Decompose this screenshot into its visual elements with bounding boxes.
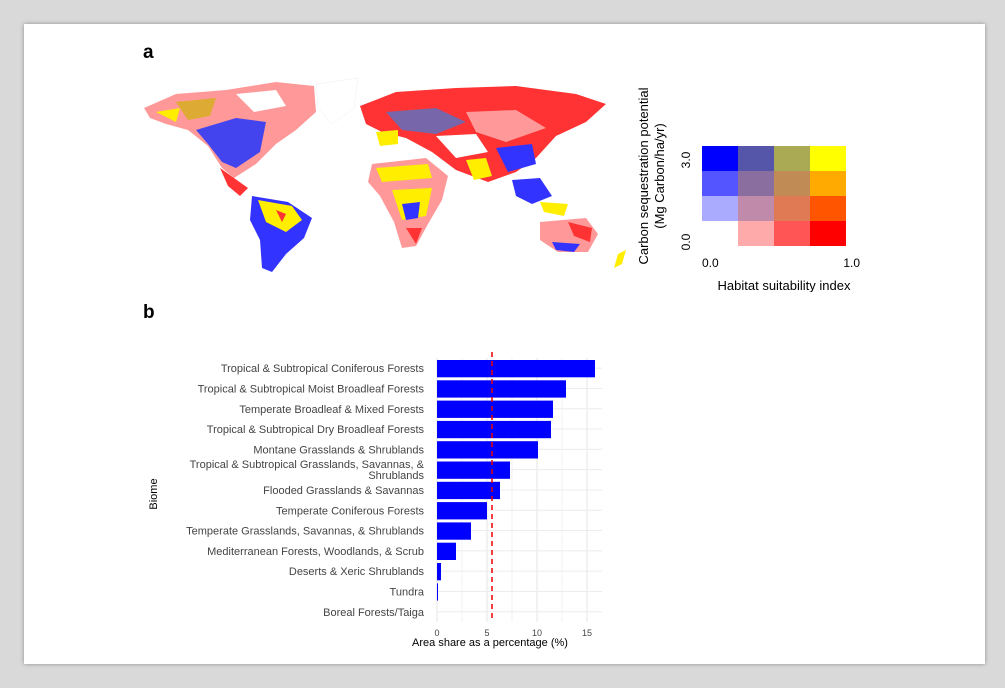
x-tick-labels: 0 5 10 15 bbox=[434, 628, 592, 638]
world-map bbox=[144, 77, 626, 272]
category-label: Temperate Grasslands, Savannas, & Shrubl… bbox=[186, 526, 424, 538]
legend-cell bbox=[738, 171, 774, 196]
legend-x-max: 1.0 bbox=[843, 256, 860, 270]
bars-layer bbox=[437, 360, 595, 601]
legend-cell bbox=[810, 196, 846, 221]
bar bbox=[437, 420, 551, 439]
category-label: Flooded Grasslands & Savannas bbox=[263, 485, 424, 497]
x-tick-label: 0 bbox=[434, 628, 439, 638]
legend-cell bbox=[738, 221, 774, 246]
legend-y-title-line2: (Mg Carbon/ha/yr) bbox=[652, 123, 667, 228]
map-new-zealand bbox=[614, 250, 626, 268]
bar bbox=[437, 380, 566, 398]
y-axis-title: Biome bbox=[148, 478, 160, 509]
category-label: Shrublands bbox=[368, 470, 424, 482]
legend-cell bbox=[702, 196, 738, 221]
bar bbox=[437, 563, 441, 581]
category-label: Tropical & Subtropical Coniferous Forest… bbox=[221, 363, 425, 375]
legend-cell bbox=[774, 196, 810, 221]
legend-cell bbox=[738, 196, 774, 221]
bar bbox=[437, 481, 500, 500]
category-label: Tropical & Subtropical Dry Broadleaf For… bbox=[207, 424, 425, 436]
legend-y-title-line1: Carbon sequestration potential bbox=[636, 87, 651, 264]
legend-grid bbox=[702, 146, 846, 246]
legend-cell bbox=[774, 146, 810, 171]
category-label: Tropical & Subtropical Moist Broadleaf F… bbox=[198, 383, 425, 395]
bar bbox=[437, 441, 538, 459]
x-tick-label: 15 bbox=[582, 628, 592, 638]
panel-a-label: a bbox=[143, 42, 154, 63]
bar bbox=[437, 522, 471, 540]
x-tick-label: 10 bbox=[532, 628, 542, 638]
category-label: Montane Grasslands & Shrublands bbox=[253, 444, 424, 456]
legend-cell bbox=[810, 146, 846, 171]
bar bbox=[437, 583, 438, 601]
bar bbox=[437, 461, 510, 479]
x-tick-label: 5 bbox=[484, 628, 489, 638]
legend-x-min: 0.0 bbox=[702, 256, 719, 270]
legend-cell bbox=[774, 221, 810, 246]
category-label: Tropical & Subtropical Grasslands, Savan… bbox=[190, 459, 425, 471]
legend-x-title: Habitat suitability index bbox=[718, 278, 851, 292]
category-labels: Tropical & Subtropical Coniferous Forest… bbox=[186, 363, 425, 619]
x-axis-title: Area share as a percentage (%) bbox=[412, 637, 568, 649]
map-se-asia bbox=[512, 178, 552, 204]
bar bbox=[437, 542, 456, 560]
category-label: Boreal Forests/Taiga bbox=[323, 607, 425, 619]
figure-frame: a b bbox=[24, 24, 985, 664]
category-label: Temperate Broadleaf & Mixed Forests bbox=[239, 404, 424, 416]
panel-b-label: b bbox=[143, 302, 155, 323]
legend-cell bbox=[774, 171, 810, 196]
bar bbox=[437, 360, 595, 378]
category-label: Deserts & Xeric Shrublands bbox=[289, 566, 425, 578]
category-label: Temperate Coniferous Forests bbox=[276, 505, 424, 517]
legend-cell bbox=[810, 221, 846, 246]
bar-chart: Tropical & Subtropical Coniferous Forest… bbox=[148, 352, 602, 649]
legend-y-max: 3.0 bbox=[679, 151, 693, 168]
bar bbox=[437, 502, 487, 520]
category-label: Tundra bbox=[390, 586, 425, 598]
map-greenland bbox=[315, 77, 359, 125]
legend-y-min: 0.0 bbox=[679, 233, 693, 250]
category-label: Mediterranean Forests, Woodlands, & Scru… bbox=[207, 546, 424, 558]
bivariate-legend: Carbon sequestration potential (Mg Carbo… bbox=[636, 87, 860, 292]
legend-cell bbox=[702, 146, 738, 171]
bar bbox=[437, 400, 553, 418]
legend-cell bbox=[738, 146, 774, 171]
legend-cell bbox=[702, 171, 738, 196]
legend-cell bbox=[810, 171, 846, 196]
